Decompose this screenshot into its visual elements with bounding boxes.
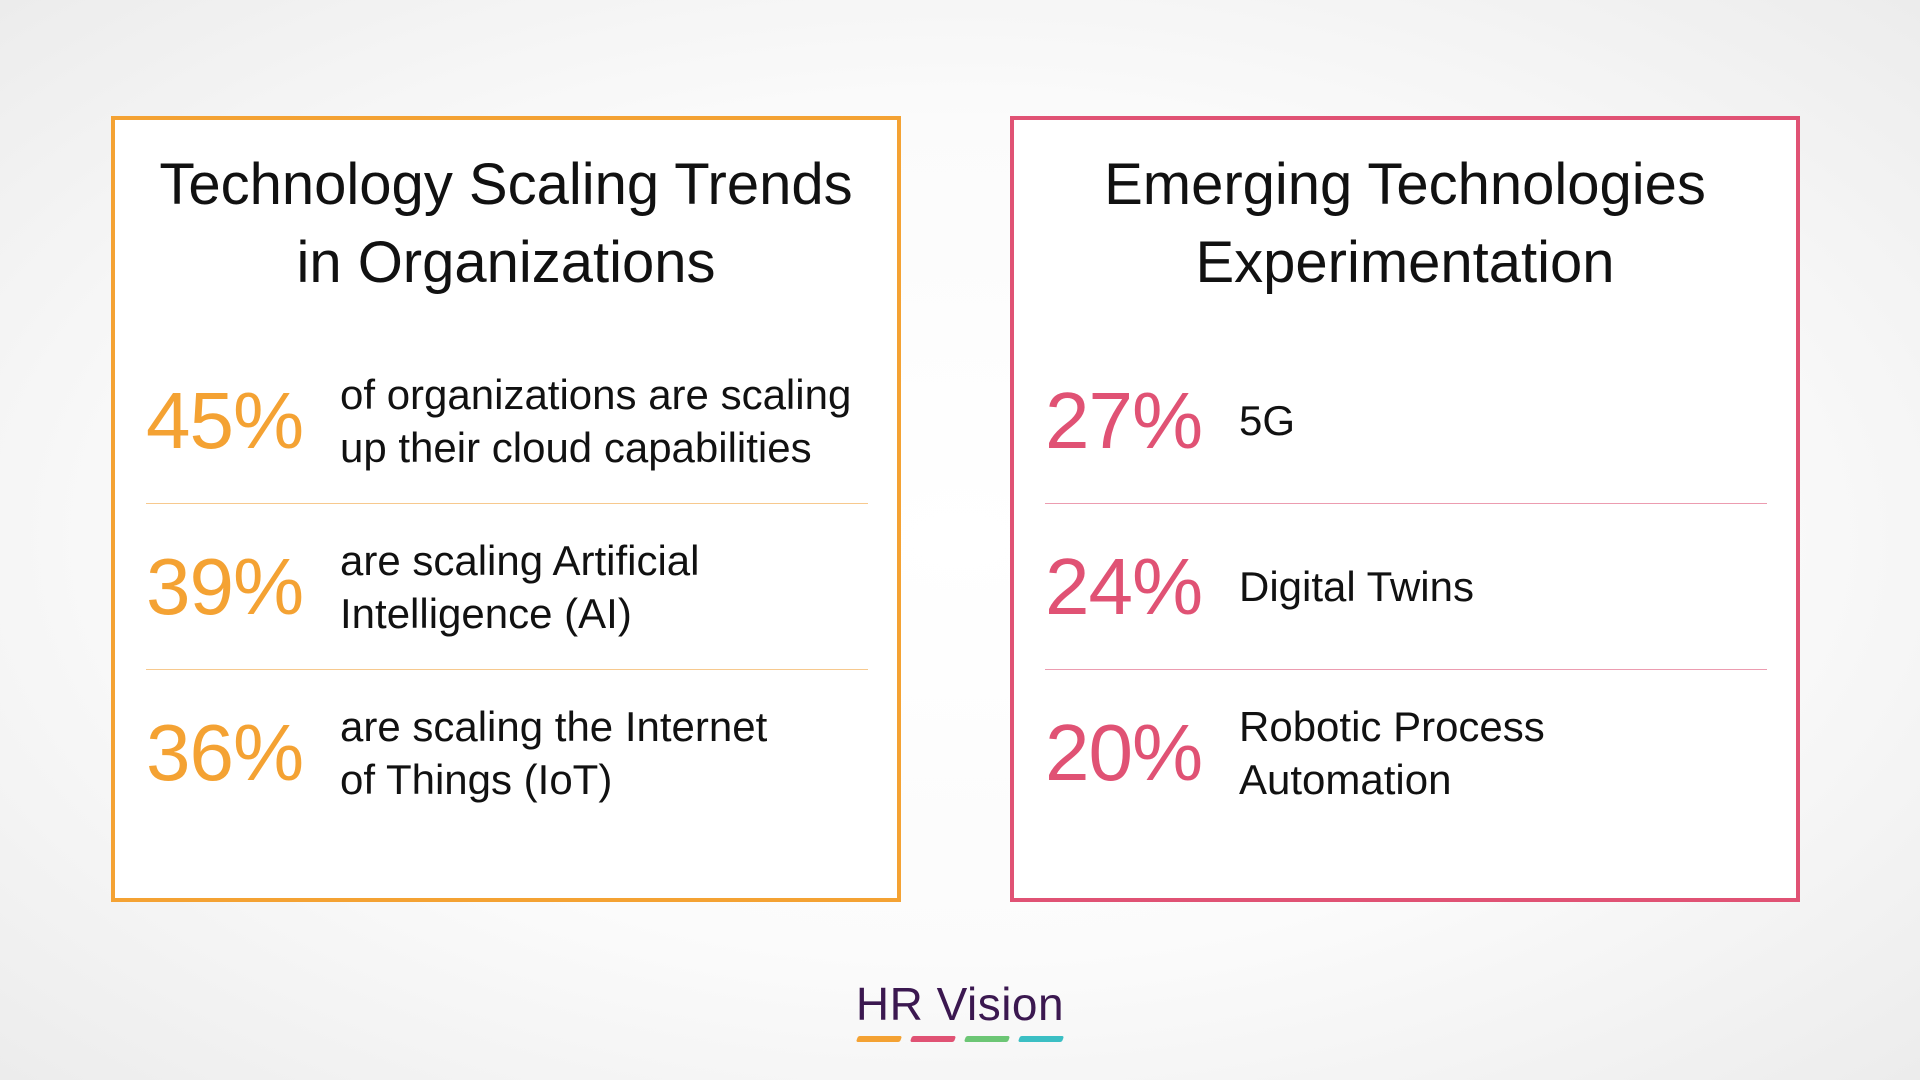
stat-percentage: 45%	[146, 375, 304, 465]
panel-title: Emerging Technologies Experimentation	[1104, 152, 1706, 295]
stat-row: 20% Robotic Process Automation	[1045, 670, 1767, 836]
panel-title: Technology Scaling Trends in Organizatio…	[159, 152, 853, 295]
stat-description: Robotic Process Automation	[1239, 703, 1545, 803]
logo-bar	[1017, 1036, 1065, 1042]
stat-row: 36% are scaling the Internet of Things (…	[146, 670, 868, 836]
stat-description: 5G	[1239, 397, 1296, 444]
logo-bar	[855, 1036, 903, 1042]
logo-color-bars	[0, 1036, 1920, 1042]
stat-percentage: 36%	[146, 708, 304, 797]
stat-description: Digital Twins	[1239, 563, 1474, 610]
stat-row: 45% of organizations are scaling up thei…	[146, 338, 868, 504]
hr-vision-logo: HR Vision	[0, 980, 1920, 1042]
emerging-tech-panel: Emerging Technologies Experimentation 27…	[1010, 116, 1800, 902]
stat-list: 27% 5G 24% Digital Twins 20% Robotic Pro…	[1045, 338, 1767, 836]
stat-row: 24% Digital Twins	[1045, 504, 1767, 670]
logo-bar	[963, 1036, 1011, 1042]
stat-percentage: 24%	[1045, 541, 1203, 631]
stat-description: are scaling Artificial Intelligence (AI)	[340, 536, 700, 637]
logo-bar	[909, 1036, 957, 1042]
logo-wordmark: HR Vision	[855, 978, 1065, 1030]
stat-description: are scaling the Internet of Things (IoT)	[340, 703, 768, 803]
stat-percentage: 20%	[1045, 708, 1203, 797]
stat-description: of organizations are scaling up their cl…	[340, 370, 852, 471]
cloud-scaling-panel: Technology Scaling Trends in Organizatio…	[111, 116, 901, 902]
stat-percentage: 39%	[146, 541, 304, 631]
stat-percentage: 27%	[1045, 375, 1203, 465]
stat-row: 39% are scaling Artificial Intelligence …	[146, 504, 868, 670]
stat-list: 45% of organizations are scaling up thei…	[146, 338, 868, 836]
stat-row: 27% 5G	[1045, 338, 1767, 504]
